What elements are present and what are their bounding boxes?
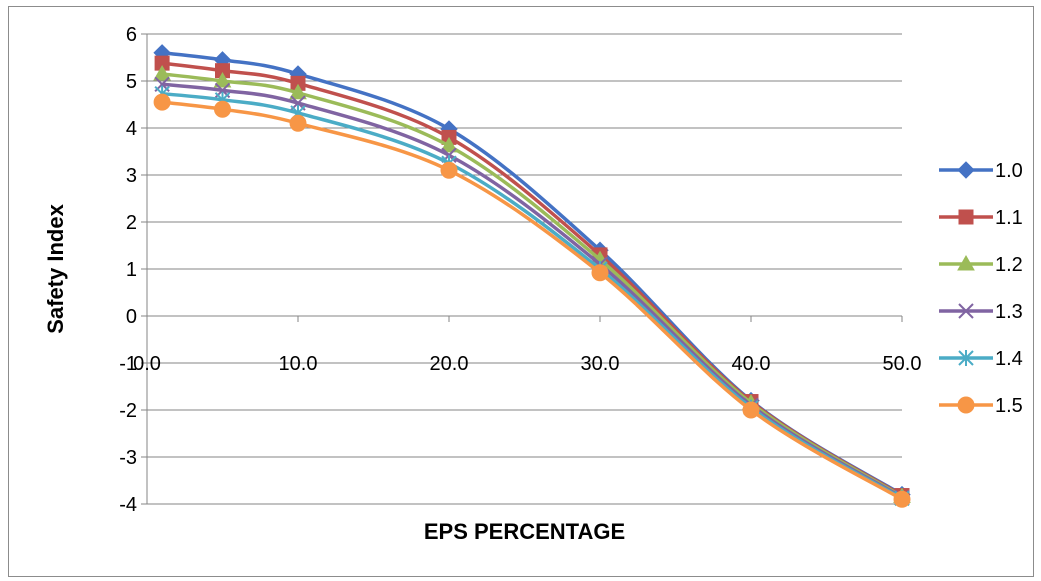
- legend-item: 1.5: [939, 395, 1023, 417]
- x-axis-ticks: 0.0 10.0 20.0 30.0 40.0 50.0: [133, 316, 921, 375]
- legend-swatch-marker: [958, 209, 974, 225]
- data-point: [153, 93, 171, 111]
- legend: 1.0 1.1 1.2 1.3 1.4 1.5: [939, 160, 1023, 417]
- y-tick-label: -3: [119, 447, 137, 469]
- data-point: [893, 490, 911, 508]
- data-point: [153, 64, 171, 81]
- x-tick-label: 20.0: [430, 353, 469, 375]
- legend-label: 1.4: [995, 348, 1023, 370]
- x-tick-label: 30.0: [581, 353, 620, 375]
- y-tick-label: 3: [126, 165, 137, 187]
- data-point: [591, 264, 609, 282]
- legend-label: 1.3: [995, 301, 1023, 323]
- data-point: [289, 83, 307, 100]
- legend-swatch-marker: [957, 161, 975, 179]
- legend-label: 1.5: [995, 395, 1023, 417]
- x-tick-label: 50.0: [883, 353, 922, 375]
- y-axis-ticks: 6 5 4 3 2 1 0 -1 -2 -3 -4: [119, 24, 147, 516]
- legend-item: 1.3: [939, 301, 1023, 323]
- legend-label: 1.1: [995, 207, 1023, 229]
- x-tick-label: 10.0: [279, 353, 318, 375]
- series-line: [160, 72, 904, 499]
- series-line: [160, 91, 904, 501]
- x-tick-label: 0.0: [133, 353, 161, 375]
- data-point: [440, 161, 458, 179]
- data-point: [213, 71, 232, 88]
- legend-swatch-marker: [957, 254, 975, 271]
- y-tick-label: 1: [126, 259, 137, 281]
- legend-item: 1.4: [939, 348, 1023, 370]
- legend-item: 1.0: [939, 160, 1023, 182]
- data-point: [214, 100, 231, 118]
- legend-item: 1.1: [939, 207, 1023, 229]
- y-tick-label: 5: [126, 71, 137, 93]
- series-line: [160, 100, 904, 502]
- y-axis-title: Safety Index: [43, 203, 68, 333]
- legend-swatch-marker: [957, 396, 975, 414]
- legend-label: 1.0: [995, 160, 1023, 182]
- y-tick-label: 6: [126, 24, 137, 46]
- y-tick-label: 0: [126, 306, 137, 328]
- series-1.4: [154, 85, 910, 507]
- legend-swatch-marker: [958, 350, 974, 366]
- x-axis-title: EPS PERCENTAGE: [424, 519, 625, 544]
- series-1.5: [153, 93, 911, 508]
- y-tick-label: -4: [119, 494, 137, 516]
- data-point: [742, 401, 760, 419]
- series-line: [160, 82, 904, 500]
- y-tick-label: 4: [126, 118, 137, 140]
- y-tick-label: 2: [126, 212, 137, 234]
- data-point: [289, 114, 307, 132]
- x-tick-label: 40.0: [732, 353, 771, 375]
- y-tick-label: -1: [119, 353, 137, 375]
- line-chart: 6 5 4 3 2 1 0 -1 -2 -3 -4 0.0 10.0 20.0 30.0 40.0 50.0 EP…: [43, 24, 1023, 544]
- legend-label: 1.2: [995, 254, 1023, 276]
- chart-frame: 6 5 4 3 2 1 0 -1 -2 -3 -4 0.0 10.0 20.0 30.0 40.0 50.0 EP…: [8, 6, 1034, 577]
- data-point: [440, 136, 458, 153]
- legend-swatch-marker: [958, 303, 974, 319]
- y-tick-label: -2: [119, 400, 137, 422]
- legend-item: 1.2: [939, 254, 1023, 276]
